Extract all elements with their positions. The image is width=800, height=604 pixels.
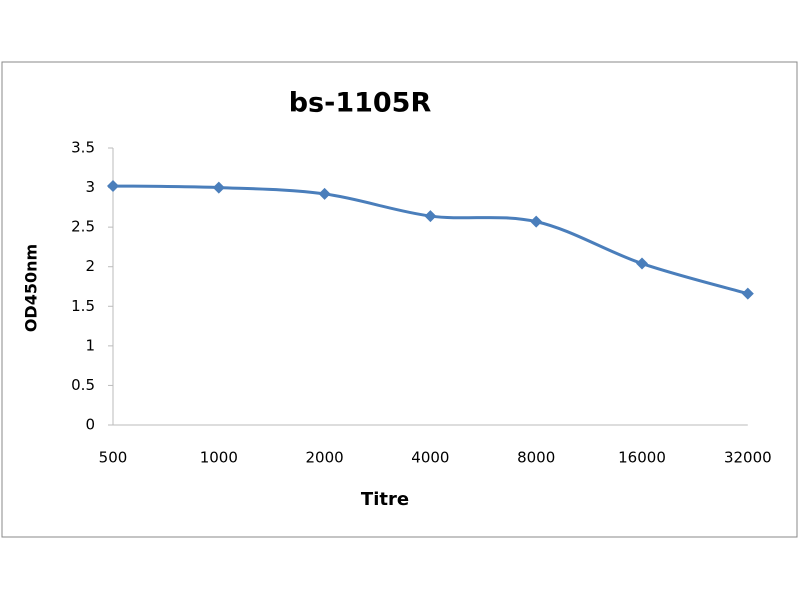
data-marker [530,215,543,228]
y-tick-label: 1.5 [71,297,95,315]
y-tick-label: 3 [85,178,95,196]
x-axis-label: Titre [361,489,409,510]
x-tick-label: 8000 [517,449,555,467]
x-tick-label: 1000 [200,449,238,467]
data-line [112,184,749,296]
data-marker [636,257,648,270]
chart-frame [1,61,798,538]
data-marker [741,287,754,300]
x-tick-label: 2000 [306,449,344,467]
y-tick-label: 0.5 [71,376,95,394]
x-tick-label: 16000 [618,449,666,467]
x-tick-label: 4000 [411,449,449,467]
data-marker [424,210,437,223]
data-marker [212,181,225,194]
y-axis-label: OD450nm [22,244,41,332]
data-marker [107,179,119,192]
data-marker [318,187,331,200]
x-tick-label: 500 [99,449,128,467]
y-tick-label: 2.5 [71,218,95,236]
y-tick-label: 2 [85,257,95,275]
x-tick-label: 32000 [724,449,772,467]
y-tick-label: 1 [85,336,95,354]
chart-title: bs-1105R [289,88,432,119]
y-tick-label: 0 [85,416,95,434]
y-tick-label: 3.5 [71,139,95,157]
